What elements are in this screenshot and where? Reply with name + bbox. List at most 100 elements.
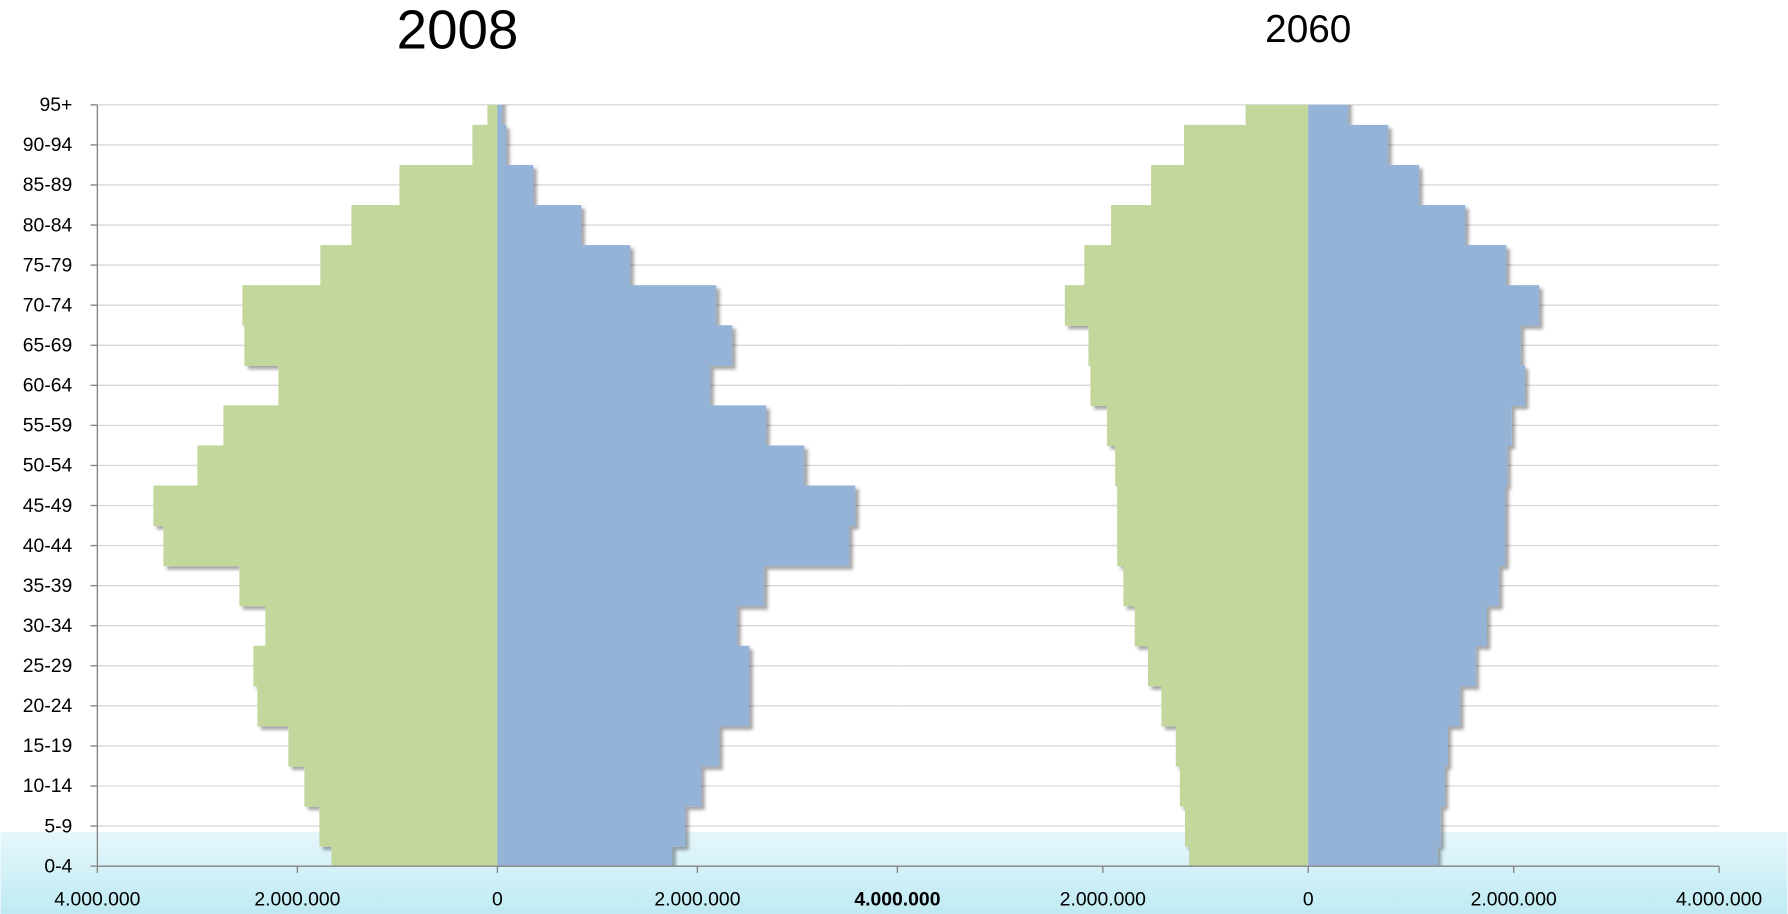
bar bbox=[1308, 806, 1441, 847]
bar bbox=[497, 685, 750, 727]
bar bbox=[1151, 164, 1309, 206]
bar bbox=[1148, 645, 1309, 687]
bar bbox=[257, 685, 498, 727]
bar bbox=[1088, 325, 1309, 366]
bar bbox=[497, 445, 805, 487]
bar bbox=[497, 846, 673, 867]
bar bbox=[1308, 525, 1506, 567]
bar bbox=[1308, 104, 1349, 126]
x-tick-label: 2.000.000 bbox=[1060, 888, 1146, 910]
bar bbox=[304, 765, 498, 807]
bar bbox=[278, 365, 498, 406]
bar bbox=[497, 164, 534, 206]
bar bbox=[497, 285, 717, 326]
x-tick-label: 2.000.000 bbox=[654, 888, 740, 910]
bar bbox=[497, 565, 765, 607]
y-tick-label: 90-94 bbox=[23, 134, 73, 156]
bar bbox=[1183, 124, 1309, 166]
x-tick-label: 2.000.000 bbox=[254, 888, 340, 910]
bar bbox=[399, 164, 498, 206]
bar bbox=[497, 124, 507, 166]
y-tick-label: 40-44 bbox=[23, 535, 73, 557]
bar bbox=[153, 485, 498, 527]
bar bbox=[319, 806, 498, 847]
x-tick-label: 0 bbox=[1303, 888, 1314, 910]
x-tick-label: 4.000.000 bbox=[54, 888, 140, 910]
bar bbox=[497, 725, 720, 767]
bar bbox=[1308, 605, 1487, 647]
bar bbox=[497, 405, 767, 446]
y-tick-label: 95+ bbox=[39, 94, 72, 116]
bar bbox=[1134, 605, 1309, 647]
bar bbox=[1117, 485, 1309, 527]
bar bbox=[1308, 405, 1512, 446]
bar bbox=[1185, 806, 1309, 847]
y-tick-label: 15-19 bbox=[23, 735, 73, 757]
bar bbox=[244, 325, 498, 366]
y-tick-label: 45-49 bbox=[23, 495, 73, 517]
bar bbox=[1117, 525, 1309, 567]
bar bbox=[1090, 365, 1309, 406]
x-tick-label: 4.000.000 bbox=[854, 888, 940, 910]
bar bbox=[1308, 765, 1445, 807]
bars bbox=[1064, 104, 1540, 867]
x-tick-label: 0 bbox=[492, 888, 503, 910]
bars bbox=[153, 104, 856, 867]
bar bbox=[1308, 245, 1507, 286]
bar bbox=[1308, 325, 1521, 366]
bar bbox=[497, 205, 582, 246]
bar bbox=[163, 525, 498, 567]
y-tick-label: 75-79 bbox=[23, 254, 73, 276]
bar bbox=[1308, 164, 1420, 206]
y-tick-label: 55-59 bbox=[23, 415, 73, 437]
bar bbox=[1161, 685, 1309, 727]
y-tick-label: 85-89 bbox=[23, 174, 73, 196]
bar bbox=[1308, 685, 1461, 727]
y-tick-label: 65-69 bbox=[23, 335, 73, 357]
bar bbox=[497, 765, 702, 807]
background-strip bbox=[0, 831, 1788, 914]
y-tick-label: 5-9 bbox=[44, 815, 72, 837]
bar bbox=[223, 405, 498, 446]
bar bbox=[239, 565, 498, 607]
bar bbox=[242, 285, 498, 326]
bar bbox=[472, 124, 498, 166]
bar bbox=[1115, 445, 1309, 487]
bar bbox=[497, 365, 711, 406]
bar bbox=[497, 485, 856, 527]
bar bbox=[1308, 365, 1525, 406]
bar bbox=[1308, 846, 1438, 867]
chart-title: 2008 bbox=[397, 0, 519, 61]
bar bbox=[1111, 205, 1309, 246]
bar bbox=[1189, 846, 1309, 867]
y-tick-label: 10-14 bbox=[23, 775, 73, 797]
bar bbox=[1179, 765, 1309, 807]
bar bbox=[1064, 285, 1309, 326]
bar bbox=[1308, 124, 1389, 166]
bar bbox=[497, 605, 738, 647]
bar bbox=[1084, 245, 1309, 286]
bar bbox=[1308, 485, 1506, 527]
bar bbox=[497, 104, 503, 126]
bar bbox=[497, 245, 631, 286]
bar bbox=[331, 846, 498, 867]
bar bbox=[1245, 104, 1309, 126]
chart-title: 2060 bbox=[1265, 8, 1351, 51]
bar bbox=[1308, 565, 1500, 607]
bar bbox=[497, 525, 850, 567]
y-tick-label: 80-84 bbox=[23, 214, 73, 236]
bar bbox=[1106, 405, 1309, 446]
bar bbox=[197, 445, 498, 487]
bar bbox=[1123, 565, 1309, 607]
bar bbox=[487, 104, 498, 126]
bar bbox=[253, 645, 498, 687]
bar bbox=[265, 605, 498, 647]
bar bbox=[497, 806, 686, 847]
bar bbox=[351, 205, 498, 246]
bar bbox=[1308, 205, 1466, 246]
bar bbox=[497, 325, 733, 366]
y-tick-label: 70-74 bbox=[23, 294, 73, 316]
y-tick-label: 0-4 bbox=[44, 855, 72, 877]
